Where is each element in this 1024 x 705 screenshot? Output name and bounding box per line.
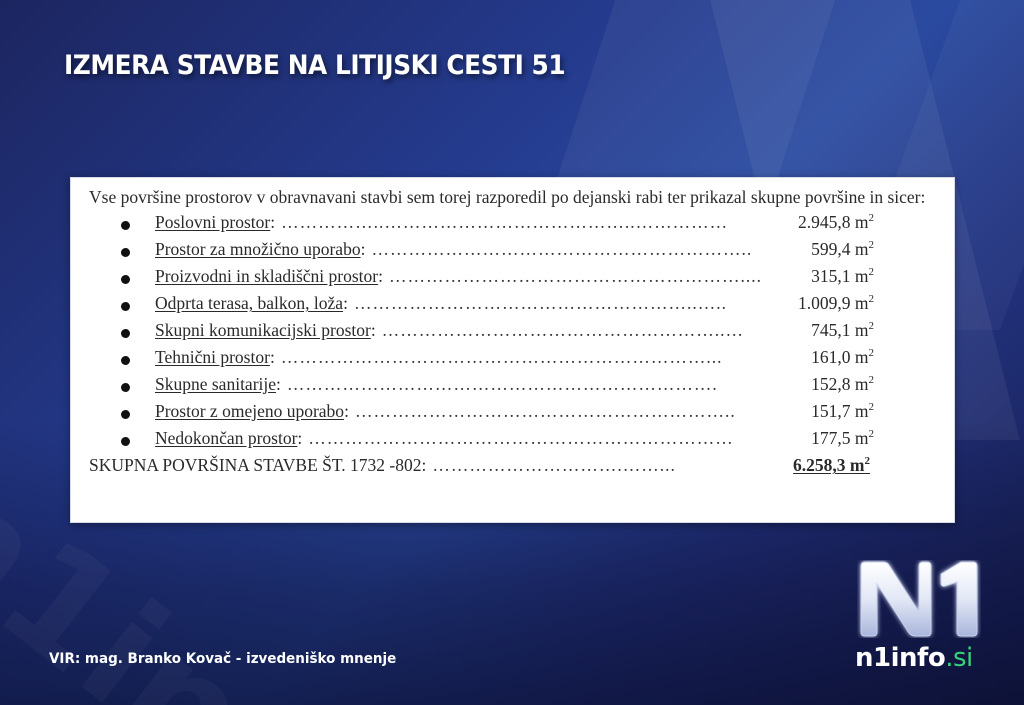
area-list-item: Prostor za množično uporabo:…………………………………	[89, 239, 936, 266]
area-colon: :	[370, 320, 376, 340]
area-label: Proizvodni in skladiščni prostor	[155, 266, 379, 286]
area-list-item: Nedokončan prostor:…………………………………………………………	[89, 428, 936, 455]
total-value: 6.258,3 m2	[793, 455, 870, 475]
n1-logo-icon	[860, 561, 978, 637]
dot-leader: ………………………………………………..…	[381, 320, 744, 340]
area-label: Nedokončan prostor	[155, 428, 298, 448]
document-excerpt: Vse površine prostorov v obravnavani sta…	[70, 177, 955, 523]
dot-leader: ……………………………………………………..	[371, 239, 753, 259]
bullet-icon	[121, 329, 130, 338]
dot-leader: ………………………………………………..…..	[353, 293, 727, 313]
area-colon: :	[343, 293, 348, 313]
area-colon: :	[344, 401, 349, 421]
bullet-icon	[121, 248, 130, 257]
dot-leader: ………………………….……...	[432, 455, 676, 475]
area-value: 151,7 m2	[811, 401, 874, 421]
area-colon: :	[297, 428, 303, 448]
area-list-item: Odprta terasa, balkon, loža:…………………………………	[89, 293, 936, 320]
area-list-item: Skupni komunikacijski prostor:……………………………	[89, 320, 936, 347]
area-list: Poslovni prostor:……………..…………………………………..……	[89, 212, 936, 455]
area-colon: :	[360, 239, 366, 259]
area-value: 1.009,9 m2	[798, 293, 874, 313]
area-value: 177,5 m2	[811, 428, 874, 448]
source-credit: VIR: mag. Branko Kovač - izvedeniško mne…	[49, 651, 397, 667]
area-colon: :	[276, 374, 281, 394]
dot-leader: …………………………………………………………….	[286, 374, 718, 394]
area-value: 161,0 m2	[811, 347, 874, 367]
bullet-icon	[121, 437, 130, 446]
dot-leader: ……………………………………………………………	[308, 428, 734, 448]
area-value: 152,8 m2	[811, 374, 874, 394]
area-list-item: Tehnični prostor:………………………………………………………………	[89, 347, 936, 374]
bullet-icon	[121, 410, 130, 419]
area-label: Prostor z omejeno uporabo	[155, 401, 345, 421]
area-colon: :	[269, 347, 275, 367]
area-value: 2.945,8 m2	[798, 212, 874, 232]
bullet-icon	[121, 383, 130, 392]
bullet-icon	[121, 275, 130, 284]
area-colon: :	[270, 212, 276, 232]
document-intro: Vse površine prostorov v obravnavani sta…	[89, 187, 926, 207]
n1info-logo: n1info.si	[855, 560, 985, 680]
area-label: Skupne sanitarije	[155, 374, 277, 394]
area-list-item: Poslovni prostor:……………..…………………………………..……	[89, 212, 936, 239]
area-colon: :	[378, 266, 383, 286]
bullet-icon	[121, 356, 130, 365]
area-value: 599,4 m2	[811, 239, 874, 259]
area-value: 745,1 m2	[811, 320, 874, 340]
n1info-wordmark: n1info.si	[855, 643, 973, 673]
area-label: Skupni komunikacijski prostor	[155, 320, 371, 340]
total-label: SKUPNA POVRŠINA STAVBE ŠT. 1732 -802:	[89, 455, 427, 475]
area-label: Prostor za množično uporabo	[155, 239, 361, 259]
dot-leader: …………………………………………………....	[388, 266, 762, 286]
area-list-item: Skupne sanitarije:……………………………………………………………	[89, 374, 936, 401]
area-label: Poslovni prostor	[155, 212, 271, 232]
area-label: Odprta terasa, balkon, loža	[155, 293, 344, 313]
area-list-item: Proizvodni in skladiščni prostor:……………………	[89, 266, 936, 293]
dot-leader: ……………………………………………………..	[354, 401, 736, 421]
page-title: IZMERA STAVBE NA LITIJSKI CESTI 51	[64, 50, 566, 81]
dot-leader: ……………..…………………………………..……………	[281, 212, 729, 232]
bullet-icon	[121, 221, 130, 230]
bullet-icon	[121, 302, 130, 311]
area-list-item: Prostor z omejeno uporabo:………………………………………	[89, 401, 936, 428]
total-row: SKUPNA POVRŠINA STAVBE ŠT. 1732 -802: ………	[89, 455, 936, 481]
area-label: Tehnični prostor	[155, 347, 270, 367]
dot-leader: ……………………………………………………………...	[280, 347, 723, 367]
area-value: 315,1 m2	[811, 266, 874, 286]
